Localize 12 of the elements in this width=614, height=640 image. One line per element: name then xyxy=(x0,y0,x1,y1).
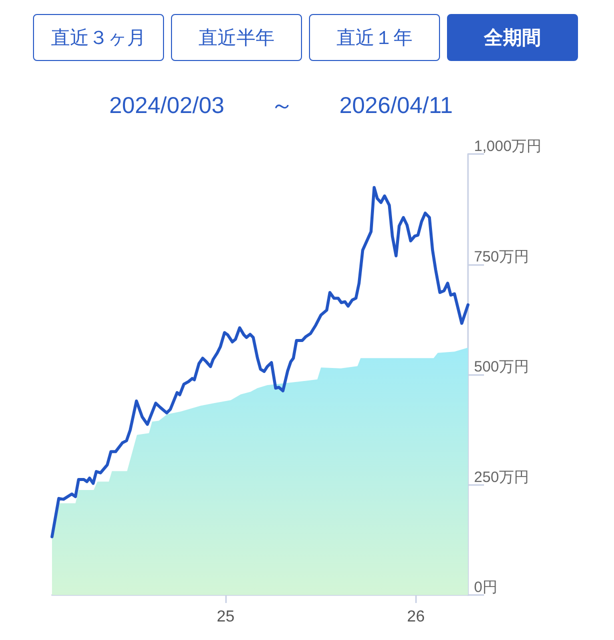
text: 全期間 xyxy=(447,14,578,61)
y-tick-label: 250万円 xyxy=(474,468,530,486)
text: 直近１年 xyxy=(309,14,440,61)
y-tick-label: 1,000万円 xyxy=(474,138,542,155)
y-tick-label: 0円 xyxy=(474,579,498,596)
x-tick-label: 26 xyxy=(406,608,425,626)
text: 直近３ヶ月 xyxy=(33,14,164,61)
chart-title: 2024/02/03 ～ 2026/04/11 xyxy=(108,91,454,120)
x-tick-label: 25 xyxy=(216,608,235,626)
y-tick-label: 500万円 xyxy=(474,358,530,376)
text: 直近半年 xyxy=(171,14,302,61)
y-tick-label: 750万円 xyxy=(474,248,530,266)
